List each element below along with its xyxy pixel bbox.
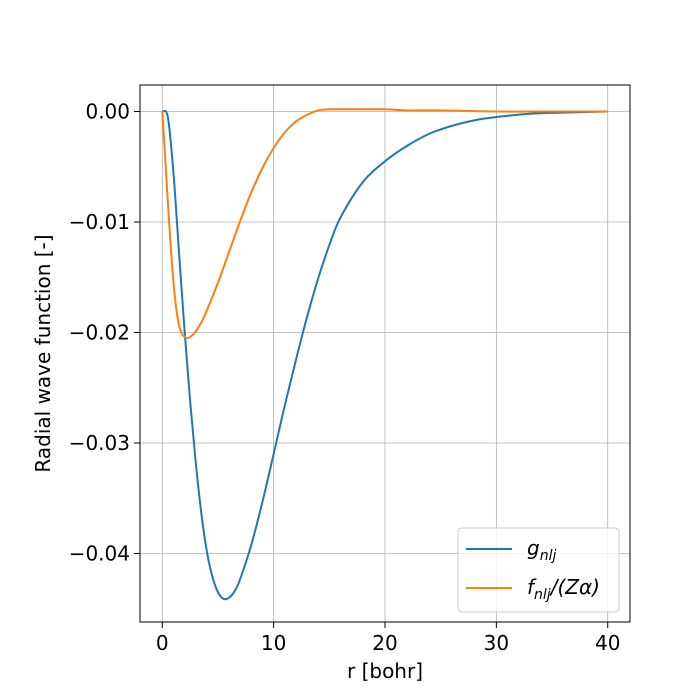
x-tick-label: 20 xyxy=(372,631,397,655)
legend: gnlj fnlj/(Zα) xyxy=(457,527,620,613)
x-tick-label: 10 xyxy=(261,631,286,655)
series-line-1 xyxy=(161,108,608,340)
legend-label-f: fnlj/(Zα) xyxy=(527,575,600,603)
x-tick-label: 30 xyxy=(484,631,509,655)
y-tick-label: −0.02 xyxy=(69,321,130,345)
y-axis-label: Radial wave function [-] xyxy=(31,234,55,472)
x-tick-label: 0 xyxy=(156,631,169,655)
y-tick-label: −0.03 xyxy=(69,431,130,455)
series-line-0 xyxy=(161,109,608,601)
y-tick-label: −0.01 xyxy=(69,210,130,234)
x-axis-label: r [bohr] xyxy=(347,659,423,683)
y-tick-label: 0.00 xyxy=(85,100,130,124)
series-lines xyxy=(161,108,608,601)
x-tick-label: 40 xyxy=(595,631,620,655)
ticks: 0 10 20 30 40 0.00 −0.01 −0.02 −0.03 −0.04 xyxy=(69,100,621,655)
legend-label-g: gnlj xyxy=(527,536,556,564)
y-tick-label: −0.04 xyxy=(69,541,130,565)
